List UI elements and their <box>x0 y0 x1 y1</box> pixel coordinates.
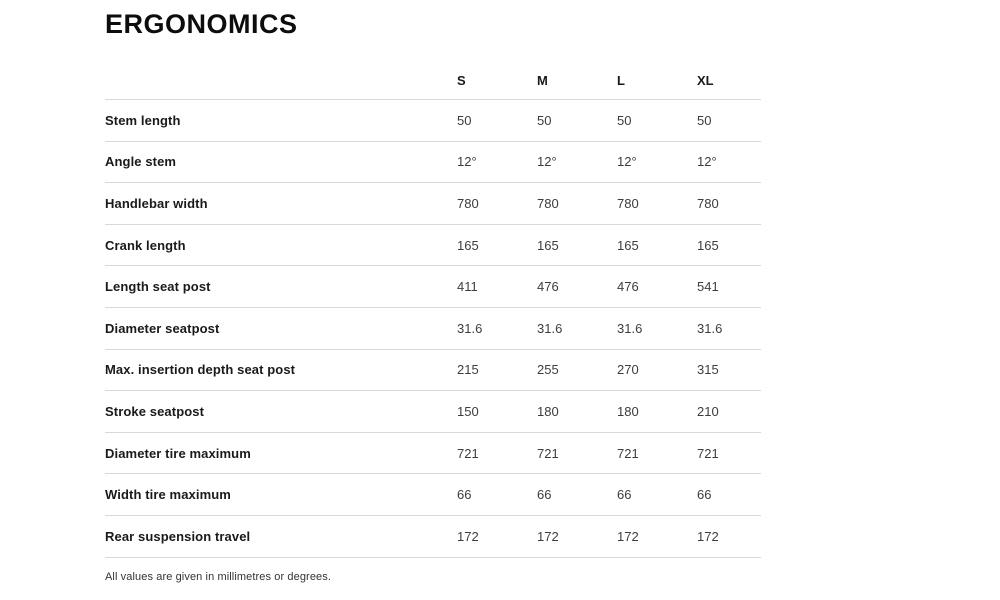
row-label: Handlebar width <box>105 195 208 211</box>
cell-value: 50 <box>617 112 632 128</box>
cell-value: 31.6 <box>537 320 563 336</box>
cell-value: 50 <box>697 112 712 128</box>
spec-table: S M L XL Stem length 50 50 50 50 Angle stem 12° 12… <box>105 62 761 558</box>
cell-value: 780 <box>537 195 559 211</box>
row-label: Diameter seatpost <box>105 320 220 336</box>
cell-value: 721 <box>537 445 559 461</box>
row-label: Length seat post <box>105 279 211 295</box>
cell-value: 476 <box>617 279 639 295</box>
table-body: Stem length 50 50 50 50 Angle stem 12° 12° 12° 12… <box>105 100 761 558</box>
cell-value: 50 <box>457 112 472 128</box>
row-label: Angle stem <box>105 154 177 170</box>
table-row: Crank length 165 165 165 165 <box>105 225 761 267</box>
table-row: Diameter tire maximum 721 721 721 721 <box>105 433 761 475</box>
cell-value: 165 <box>697 237 719 253</box>
cell-value: 165 <box>457 237 479 253</box>
column-header-m: M <box>537 73 548 88</box>
row-label: Width tire maximum <box>105 487 231 503</box>
cell-value: 541 <box>697 279 719 295</box>
cell-value: 721 <box>697 445 719 461</box>
table-row: Width tire maximum 66 66 66 66 <box>105 474 761 516</box>
cell-value: 66 <box>617 487 632 503</box>
cell-value: 172 <box>617 528 639 544</box>
cell-value: 31.6 <box>457 320 483 336</box>
table-header-row: S M L XL <box>105 62 761 100</box>
cell-value: 12° <box>617 154 637 170</box>
cell-value: 172 <box>697 528 719 544</box>
row-label: Diameter tire maximum <box>105 445 251 461</box>
ergonomics-section: ERGONOMICS S M L XL Stem length 50 50 50 50 Angl… <box>105 8 761 583</box>
cell-value: 165 <box>617 237 639 253</box>
footnote: All values are given in millimetres or d… <box>105 570 332 583</box>
column-header-s: S <box>457 73 466 88</box>
table-row: Max. insertion depth seat post 215 255 270 3… <box>105 350 761 392</box>
row-label: Rear suspension travel <box>105 528 251 544</box>
cell-value: 180 <box>537 403 559 419</box>
cell-value: 210 <box>697 403 719 419</box>
cell-value: 66 <box>457 487 472 503</box>
table-row: Rear suspension travel 172 172 172 172 <box>105 516 761 558</box>
table-row: Stroke seatpost 150 180 180 210 <box>105 391 761 433</box>
cell-value: 165 <box>537 237 559 253</box>
page-title: ERGONOMICS <box>105 9 298 39</box>
cell-value: 12° <box>697 154 717 170</box>
table-row: Stem length 50 50 50 50 <box>105 100 761 142</box>
cell-value: 66 <box>697 487 712 503</box>
table-row: Diameter seatpost 31.6 31.6 31.6 31.6 <box>105 308 761 350</box>
cell-value: 215 <box>457 362 479 378</box>
cell-value: 476 <box>537 279 559 295</box>
cell-value: 270 <box>617 362 639 378</box>
cell-value: 411 <box>457 279 478 295</box>
cell-value: 180 <box>617 403 639 419</box>
table-row: Length seat post 411 476 476 541 <box>105 266 761 308</box>
cell-value: 66 <box>537 487 552 503</box>
row-label: Crank length <box>105 237 186 253</box>
row-label: Stroke seatpost <box>105 403 205 419</box>
cell-value: 780 <box>457 195 479 211</box>
cell-value: 780 <box>697 195 719 211</box>
column-header-l: L <box>617 73 625 88</box>
table-row: Angle stem 12° 12° 12° 12° <box>105 142 761 184</box>
row-label: Stem length <box>105 112 181 128</box>
cell-value: 31.6 <box>617 320 643 336</box>
cell-value: 12° <box>457 154 477 170</box>
cell-value: 721 <box>617 445 639 461</box>
row-label: Max. insertion depth seat post <box>105 362 296 378</box>
cell-value: 780 <box>617 195 639 211</box>
cell-value: 721 <box>457 445 479 461</box>
cell-value: 150 <box>457 403 479 419</box>
column-header-xl: XL <box>697 73 714 88</box>
cell-value: 12° <box>537 154 557 170</box>
cell-value: 172 <box>537 528 559 544</box>
cell-value: 315 <box>697 362 719 378</box>
cell-value: 255 <box>537 362 559 378</box>
cell-value: 50 <box>537 112 552 128</box>
cell-value: 31.6 <box>697 320 723 336</box>
cell-value: 172 <box>457 528 479 544</box>
table-row: Handlebar width 780 780 780 780 <box>105 183 761 225</box>
